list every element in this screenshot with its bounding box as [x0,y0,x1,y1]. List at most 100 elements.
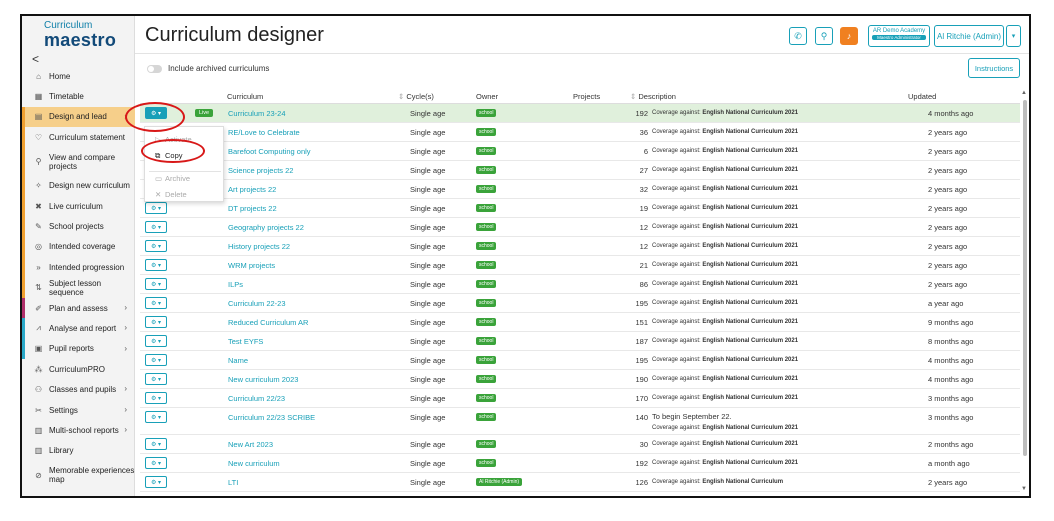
table-row[interactable]: ⚙ ▾ Reduced Curriculum AR Single age school… [140,313,1020,332]
column-header-updated[interactable]: Updated [908,92,937,101]
sidebar-item-label: School projects [49,222,104,232]
curriculum-name-link[interactable]: New curriculum [228,459,280,468]
column-header-cycles[interactable]: ⇕ Cycle(s) [398,92,434,101]
table-row[interactable]: ⚙ ▾ Curriculum 22-23 Single age school 195 Co… [140,294,1020,313]
updated-value: 2 years ago [928,223,968,232]
curriculum-name-link[interactable]: Test EYFS [228,337,264,346]
row-actions-gear-button[interactable]: ⚙ ▾ [145,240,167,252]
curriculum-name-link[interactable]: New Art 2023 [228,440,274,449]
curriculum-name-link[interactable]: Barefoot Computing only [228,147,311,156]
sidebar-item-library[interactable]: ▥ Library [22,441,135,461]
table-row[interactable]: ⚙ ▾ New Art 2023 Single age school 30 Coverag… [140,435,1020,454]
user-menu-caret[interactable]: ▾ [1006,25,1021,47]
sidebar-item-design-and-lead[interactable]: ▤ Design and lead › [22,106,135,128]
row-actions-gear-button[interactable]: ⚙ ▾ [145,316,167,328]
curriculum-name-link[interactable]: Curriculum 22-23 [228,299,286,308]
curriculum-name-link[interactable]: Reduced Curriculum AR [228,318,309,327]
row-actions-gear-button[interactable]: ⚙ ▾ [145,297,167,309]
sidebar-item-design-new-curriculum[interactable]: ✧ Design new curriculum [22,175,135,196]
row-actions-gear-button[interactable]: ⚙ ▾ [145,335,167,347]
sidebar-item-plan-and-assess[interactable]: ✐ Plan and assess › [22,297,135,319]
row-actions-gear-button[interactable]: ⚙ ▾ [145,259,167,271]
curriculum-name-link[interactable]: ILPs [228,280,244,289]
curriculum-name-link[interactable]: Science projects 22 [228,166,294,175]
academy-switcher[interactable]: AR Demo Academy Maestro Administrator [868,25,930,47]
menu-item-delete[interactable]: ✕ Delete [155,190,187,199]
menu-item-archive[interactable]: ▭ Archive [155,174,190,183]
sidebar-item-curriculum-statement[interactable]: ♡ Curriculum statement [22,127,135,148]
row-actions-gear-button[interactable]: ⚙ ▾ [145,278,167,290]
table-row[interactable]: ⚙ ▾ History projects 22 Single age school 12… [140,237,1020,256]
curriculum-name-link[interactable]: DT projects 22 [228,204,277,213]
table-row[interactable]: ⚙ ▾ Curriculum 22/23 Single age school 170 Co… [140,389,1020,408]
row-actions-gear-button[interactable]: ⚙ ▾ [145,354,167,366]
notifications-button[interactable]: ♪ [840,27,858,45]
sidebar-item-analyse-and-report[interactable]: ⩘ Analyse and report › [22,318,135,339]
sidebar-item-live-curriculum[interactable]: ✖ Live curriculum [22,195,135,217]
table-row[interactable]: ⚙ ▾ Live Curriculum 23-24 Single age school 1… [140,104,1020,123]
table-row[interactable]: ⚙ ▾ WRM projects Single age school 21 Coverag… [140,256,1020,275]
sidebar-item-pupil-reports[interactable]: ▣ Pupil reports › [22,338,135,360]
row-actions-gear-button[interactable]: ⚙ ▾ [145,392,167,404]
coverage-text: Coverage against: English National Curri… [652,167,799,173]
curriculum-name-link[interactable]: Curriculum 23-24 [228,109,286,118]
column-header-curriculum[interactable]: Curriculum [227,92,264,101]
sidebar-item-classes-and-pupils[interactable]: ⚇ Classes and pupils › [22,379,135,399]
curriculum-name-link[interactable]: WRM projects [228,261,276,270]
sidebar-item-memorable-experiences-map[interactable]: ⊘ Memorable experiences map [22,461,135,489]
user-menu-button[interactable]: Al Ritchie (Admin) [934,25,1004,47]
row-actions-gear-button[interactable]: ⚙ ▾ [145,438,167,450]
curriculum-name-link[interactable]: RE/Love to Celebrate [228,128,300,137]
collapse-sidebar-button[interactable]: < [32,52,40,66]
curriculum-name-link[interactable]: New curriculum 2023 [228,375,299,384]
table-row[interactable]: ⚙ ▾ New curriculum Single age school 192 Cove… [140,454,1020,473]
row-actions-gear-button[interactable]: ⚙ ▾ [145,221,167,233]
search-button[interactable]: ⚲ [815,27,833,45]
owner-badge: school [476,109,497,117]
sidebar-item-intended-coverage[interactable]: ◎ Intended coverage [22,236,135,258]
sidebar-item-home[interactable]: ⌂ Home [22,66,135,86]
row-actions-gear-button[interactable]: ⚙ ▾ [145,373,167,385]
sidebar-item-subject-lesson-sequence[interactable]: ⇅ Subject lesson sequence [22,277,135,298]
sidebar-item-multi-school-reports[interactable]: ▥ Multi-school reports › [22,420,135,440]
sidebar-item-view-and-compare-projects[interactable]: ⚲ View and compare projects [22,147,135,176]
curriculum-name-link[interactable]: Name [228,356,249,365]
table-row[interactable]: ⚙ ▾ Curriculum 22/23 SCRIBE Single age scho… [140,408,1020,435]
table-row[interactable]: ⚙ ▾ ILPs Single age school 86 Coverage agains… [140,275,1020,294]
sidebar-item-settings[interactable]: ✂ Settings › [22,400,135,420]
phone-button[interactable]: ✆ [789,27,807,45]
curriculum-name-link[interactable]: History projects 22 [228,242,291,251]
table-row[interactable]: ⚙ ▾ DT projects 22 Single age school 19 Cover… [140,199,1020,218]
column-header-owner[interactable]: Owner [476,92,499,101]
row-actions-gear-button[interactable]: ⚙ ▾ [145,411,167,423]
include-archived-toggle[interactable] [147,65,162,73]
column-header-projects[interactable]: Projects [573,92,601,101]
table-row[interactable]: ⚙ ▾ Name Single age school 195 Coverage again… [140,351,1020,370]
curriculum-name-link[interactable]: Curriculum 22/23 SCRIBE [228,413,316,422]
curriculum-name-link[interactable]: Geography projects 22 [228,223,304,232]
scrollbar-thumb[interactable] [1023,100,1027,456]
scroll-up-arrow[interactable]: ▲ [1021,90,1027,96]
table-row[interactable]: ⚙ ▾ LTI Single age Al Ritchie (Admin) 126 Cov… [140,473,1020,492]
scroll-down-arrow[interactable]: ▼ [1021,486,1027,492]
sidebar-item-curriculumpro[interactable]: ⁂ CurriculumPRO [22,359,135,379]
sidebar-item-school-projects[interactable]: ✎ School projects [22,216,135,237]
row-actions-gear-button[interactable]: ⚙ ▾ [145,457,167,469]
sidebar-item-timetable[interactable]: ▦ Timetable [22,86,135,106]
curriculum-name-link[interactable]: Art projects 22 [228,185,277,194]
app-logo[interactable]: Curriculum maestro [44,20,124,50]
row-actions-gear-button[interactable]: ⚙ ▾ [145,476,167,488]
curriculum-name-link[interactable]: LTI [228,478,239,487]
column-header-description[interactable]: ⇕ Description [630,92,676,101]
row-actions-gear-button[interactable]: ⚙ ▾ [145,202,167,214]
table-row[interactable]: ⚙ ▾ New curriculum 2023 Single age school 19… [140,370,1020,389]
sidebar-item-intended-progression[interactable]: » Intended progression [22,257,135,278]
instructions-button[interactable]: Instructions [968,58,1020,78]
curriculum-name-link[interactable]: Curriculum 22/23 [228,394,286,403]
table-row[interactable]: ⚙ ▾ Test EYFS Single age school 187 Coverage … [140,332,1020,351]
table-row[interactable]: ⚙ ▾ Geography projects 22 Single age school… [140,218,1020,237]
